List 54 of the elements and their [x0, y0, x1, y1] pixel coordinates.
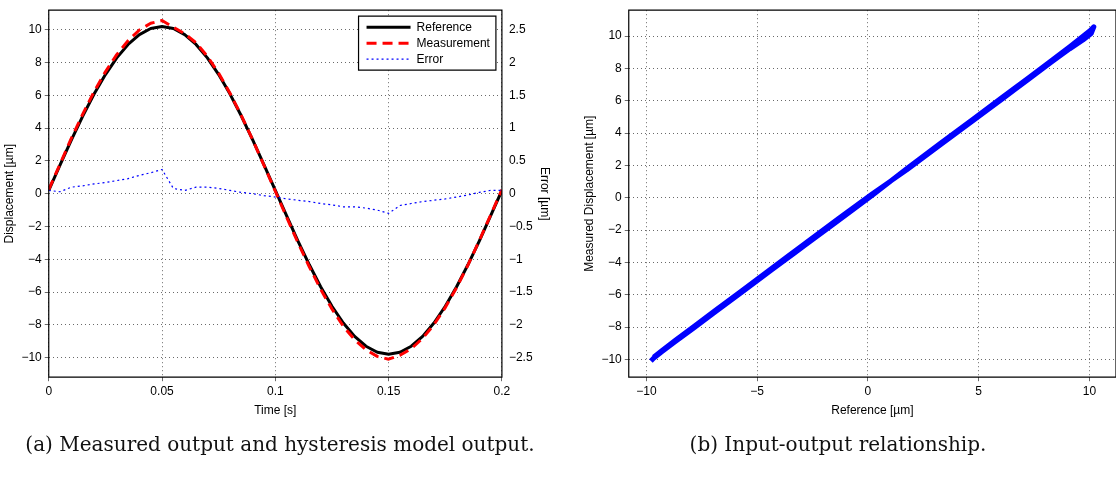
y-tick-label: 0: [35, 186, 43, 201]
y-axis-title: Displacement [µm]: [1, 143, 16, 244]
y-tick-label: 2: [35, 153, 43, 168]
x-tick-label: 0.05: [150, 383, 175, 398]
y-tick-label: 10: [608, 28, 623, 43]
y-tick-label: −10: [601, 351, 623, 366]
y-tick-label: −2: [608, 222, 623, 237]
y-tick-label: −4: [608, 254, 623, 269]
x-tick-label: −10: [636, 383, 657, 398]
y-tick-label: 6: [35, 87, 43, 102]
x-axis-title: Time [s]: [254, 403, 297, 418]
y-tick-label: −4: [28, 251, 43, 266]
y2-tick-label: −2.5: [508, 349, 533, 364]
text: (b) Input-output relationship.: [688, 432, 988, 456]
y-tick-label: −6: [608, 287, 623, 302]
y-tick-label: 0: [615, 190, 623, 205]
y-tick-label: 4: [35, 120, 43, 135]
y2-tick-label: 2.5: [508, 22, 526, 37]
x-axis-title: Reference [µm]: [831, 403, 914, 418]
y-tick-label: −2: [28, 218, 43, 233]
y-tick-label: 6: [615, 93, 623, 108]
y2-tick-label: 1: [508, 120, 516, 135]
y-tick-label: 2: [615, 157, 623, 172]
legend-label: Measurement: [416, 35, 491, 50]
y-tick-label: 4: [615, 125, 623, 140]
x-tick-label: 0.15: [376, 383, 401, 398]
text: (a) Measured output and hysteresis model output.: [24, 432, 536, 456]
legend-label: Error: [416, 51, 444, 66]
x-tick-label: 0.2: [493, 383, 511, 398]
y2-tick-label: −0.5: [508, 218, 533, 233]
x-tick-label: 0.1: [266, 383, 284, 398]
y2-tick-label: 1.5: [508, 87, 526, 102]
legend-label: Reference: [416, 19, 473, 34]
y2-axis-title: Error [µm]: [538, 166, 553, 221]
y-axis-title: Measured Displacement [µm]: [581, 115, 596, 272]
x-tick-label: 10: [1082, 383, 1097, 398]
y-tick-label: −8: [28, 317, 43, 332]
x-tick-label: 5: [975, 383, 983, 398]
line-series: [48, 168, 502, 214]
x-tick-label: −5: [750, 383, 765, 398]
y-tick-label: −8: [608, 319, 623, 334]
x-tick-label: 0: [45, 383, 53, 398]
y-tick-label: −10: [21, 349, 43, 364]
y2-tick-label: −1.5: [508, 284, 533, 299]
y2-tick-label: 2: [508, 54, 516, 69]
y2-tick-label: 0.5: [508, 153, 526, 168]
y-tick-label: 8: [615, 60, 623, 75]
y2-tick-label: −1: [508, 251, 523, 266]
y-tick-label: 8: [35, 54, 43, 69]
y-tick-label: 10: [28, 22, 43, 37]
x-tick-label: 0: [864, 383, 872, 398]
y2-tick-label: 0: [508, 186, 516, 201]
y2-tick-label: −2: [508, 317, 523, 332]
y-tick-label: −6: [28, 284, 43, 299]
